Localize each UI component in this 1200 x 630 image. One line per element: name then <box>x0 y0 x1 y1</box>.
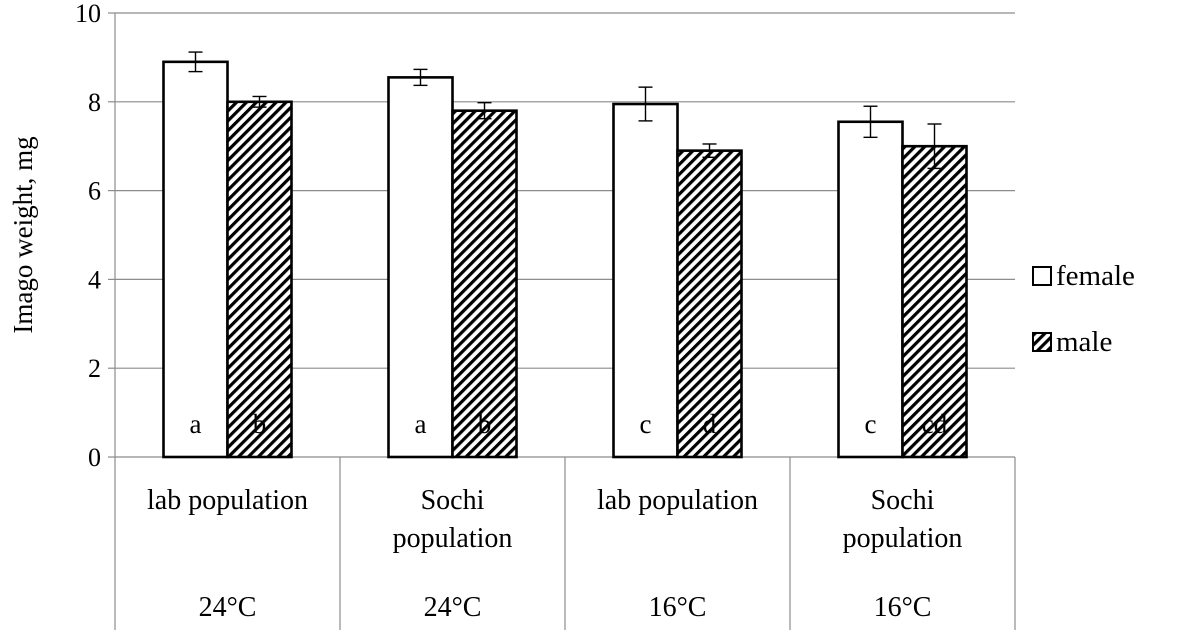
significance-label: d <box>703 409 717 439</box>
significance-label: cd <box>922 409 948 439</box>
bar-male <box>901 144 968 459</box>
significance-label: a <box>415 409 427 439</box>
bar-female <box>837 120 904 459</box>
y-tick-label: 2 <box>88 354 101 383</box>
category-label: lab population <box>597 485 758 516</box>
significance-label: c <box>865 409 877 439</box>
y-tick-label: 4 <box>88 265 101 294</box>
temperature-label: 16°C <box>874 592 932 623</box>
significance-label: c <box>640 409 652 439</box>
temperature-label: 24°C <box>199 592 257 623</box>
legend: female male <box>1032 260 1135 358</box>
y-tick-label: 10 <box>75 0 101 28</box>
category-label: population <box>843 523 963 554</box>
legend-label-male: male <box>1056 326 1112 358</box>
legend-swatch-male <box>1032 332 1052 352</box>
y-tick-label: 6 <box>88 177 101 206</box>
category-label: lab population <box>147 485 308 516</box>
bar-female <box>612 102 679 459</box>
temperature-label: 16°C <box>649 592 707 623</box>
y-tick-label: 8 <box>88 88 101 117</box>
category-label: population <box>393 523 513 554</box>
bars <box>162 51 968 459</box>
y-axis-label: Imago weight, mg <box>8 136 38 333</box>
significance-label: b <box>253 409 267 439</box>
significance-label: b <box>478 409 492 439</box>
y-tick-label: 0 <box>88 443 101 472</box>
bar-male <box>451 109 518 459</box>
bar-male <box>226 100 293 459</box>
bar-female <box>162 60 229 459</box>
labels: a b lab population 24°C a b Sochi population 24°… <box>147 409 962 623</box>
significance-label: a <box>190 409 202 439</box>
bar-male <box>676 149 743 459</box>
axes: 0 2 4 6 8 10 Imago weight, mg <box>8 0 1016 630</box>
temperature-label: 24°C <box>424 592 482 623</box>
bar-female <box>387 76 454 459</box>
category-label: Sochi <box>421 485 485 516</box>
category-label: Sochi <box>871 485 935 516</box>
legend-label-female: female <box>1056 260 1135 292</box>
legend-swatch-female <box>1032 266 1052 286</box>
